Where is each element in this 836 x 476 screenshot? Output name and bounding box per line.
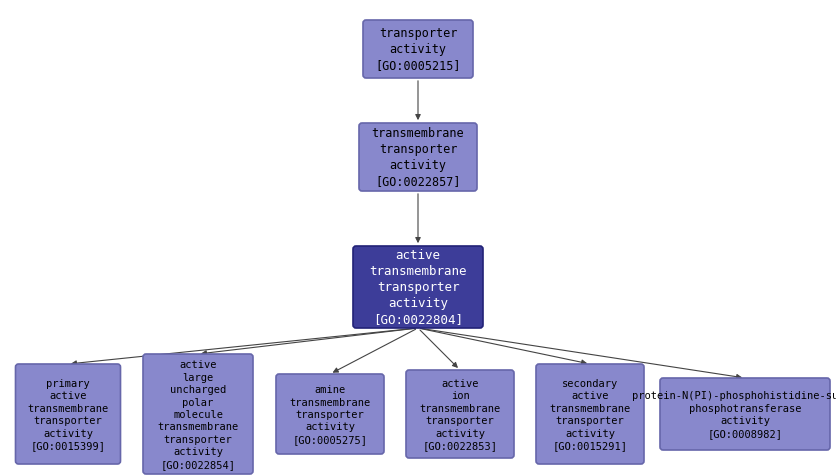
Text: transporter
activity
[GO:0005215]: transporter activity [GO:0005215] — [375, 28, 461, 72]
FancyBboxPatch shape — [16, 364, 120, 464]
FancyBboxPatch shape — [406, 370, 514, 458]
Text: transmembrane
transporter
activity
[GO:0022857]: transmembrane transporter activity [GO:0… — [372, 127, 464, 188]
FancyBboxPatch shape — [353, 247, 483, 328]
Text: secondary
active
transmembrane
transporter
activity
[GO:0015291]: secondary active transmembrane transport… — [549, 378, 630, 450]
FancyBboxPatch shape — [660, 378, 830, 450]
Text: amine
transmembrane
transporter
activity
[GO:0005275]: amine transmembrane transporter activity… — [289, 385, 370, 444]
Text: protein-N(PI)-phosphohistidine-sugar
phosphotransferase
activity
[GO:0008982]: protein-N(PI)-phosphohistidine-sugar pho… — [633, 391, 836, 437]
Text: active
large
uncharged
polar
molecule
transmembrane
transporter
activity
[GO:002: active large uncharged polar molecule tr… — [157, 360, 238, 468]
FancyBboxPatch shape — [536, 364, 644, 464]
Text: active
transmembrane
transporter
activity
[GO:0022804]: active transmembrane transporter activit… — [370, 249, 466, 326]
Text: primary
active
transmembrane
transporter
activity
[GO:0015399]: primary active transmembrane transporter… — [28, 378, 109, 450]
Text: active
ion
transmembrane
transporter
activity
[GO:0022853]: active ion transmembrane transporter act… — [420, 378, 501, 450]
FancyBboxPatch shape — [359, 124, 477, 192]
FancyBboxPatch shape — [276, 374, 384, 454]
FancyBboxPatch shape — [363, 21, 473, 79]
FancyBboxPatch shape — [143, 354, 253, 474]
